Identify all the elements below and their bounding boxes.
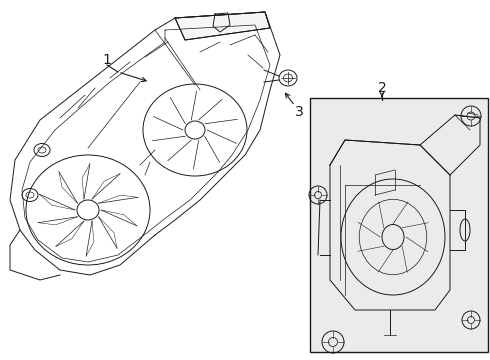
Bar	[310, 98, 488, 352]
Text: 3: 3	[294, 105, 303, 119]
Text: 2: 2	[378, 81, 387, 95]
Polygon shape	[175, 12, 270, 40]
Text: 1: 1	[102, 53, 111, 67]
